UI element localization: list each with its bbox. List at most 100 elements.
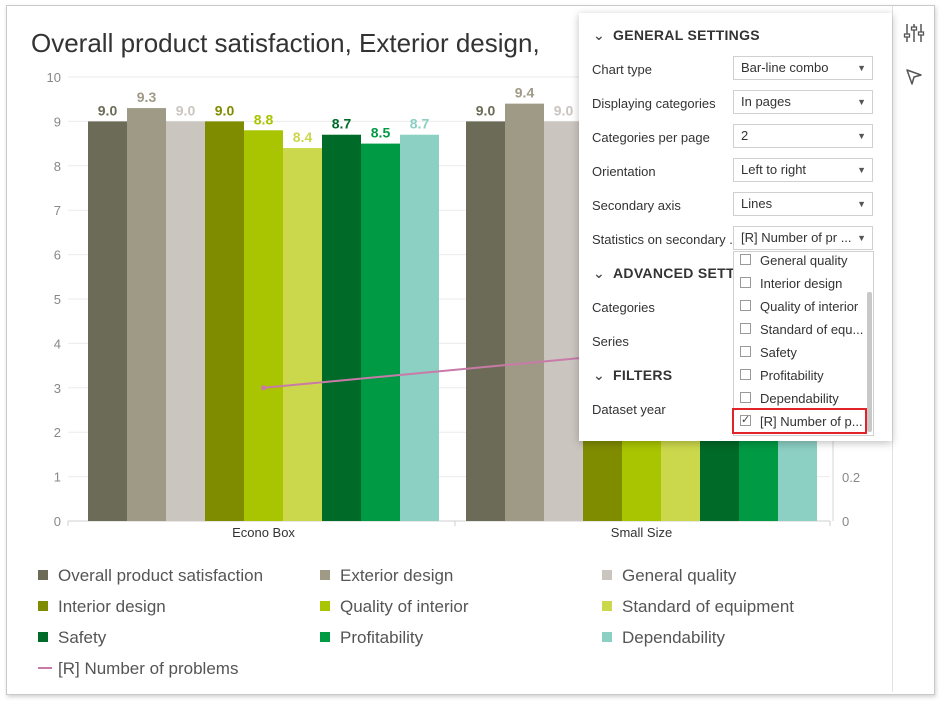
- legend-swatch: [320, 600, 330, 611]
- general-settings-header[interactable]: ⌄ GENERAL SETTINGS: [593, 27, 760, 43]
- dropdown-option-label: Safety: [760, 345, 797, 360]
- legend-item[interactable]: Exterior design: [320, 566, 453, 586]
- line-point: [261, 385, 266, 391]
- dropdown-option[interactable]: Profitability: [740, 366, 824, 386]
- dropdown-option[interactable]: Safety: [740, 343, 797, 363]
- chart-type-select[interactable]: Bar-line combo ▼: [733, 56, 873, 80]
- bar: [88, 121, 127, 522]
- legend-label: [R] Number of problems: [58, 659, 239, 678]
- categories-per-page-select[interactable]: 2 ▼: [733, 124, 873, 148]
- legend-label: Dependability: [622, 628, 726, 647]
- legend-item[interactable]: [R] Number of problems: [38, 659, 238, 679]
- dropdown-arrow-icon: ▼: [857, 199, 866, 209]
- dropdown-option[interactable]: Standard of equ...: [740, 320, 863, 340]
- bar: [361, 143, 400, 521]
- dropdown-option[interactable]: Quality of interior: [740, 297, 858, 317]
- categories-per-page-label: Categories per page: [592, 130, 710, 145]
- data-label: 9.0: [476, 102, 496, 118]
- legend-label: Profitability: [340, 628, 424, 647]
- dropdown-arrow-icon: ▼: [857, 97, 866, 107]
- filters-header[interactable]: ⌄ FILTERS: [593, 367, 673, 383]
- secondary-axis-select[interactable]: Lines ▼: [733, 192, 873, 216]
- bar: [400, 134, 439, 521]
- right-toolbar: [892, 6, 934, 692]
- data-label: 8.7: [332, 116, 352, 132]
- bar: [244, 130, 283, 521]
- sliders-icon[interactable]: [903, 22, 925, 44]
- dropdown-option-label: Quality of interior: [760, 299, 859, 314]
- legend-item[interactable]: Standard of equipment: [602, 597, 794, 617]
- legend-label: Standard of equipment: [622, 597, 795, 616]
- statistics-dropdown-list[interactable]: General quality Interior design Quality of…: [733, 251, 874, 436]
- checkbox-icon[interactable]: [740, 346, 751, 358]
- advanced-settings-header[interactable]: ⌄ ADVANCED SETTI: [593, 265, 740, 281]
- legend-item[interactable]: Quality of interior: [320, 597, 469, 617]
- legend-item[interactable]: General quality: [602, 566, 736, 586]
- data-label: 9.3: [137, 89, 157, 105]
- y-tick-label: 4: [54, 336, 61, 351]
- data-label: 8.5: [371, 125, 391, 141]
- dropdown-arrow-icon: ▼: [857, 131, 866, 141]
- displaying-categories-select[interactable]: In pages ▼: [733, 90, 873, 114]
- legend-label: Overall product satisfaction: [58, 566, 264, 585]
- dropdown-option[interactable]: ✓ [R] Number of p...: [740, 412, 863, 432]
- y-tick-label: 8: [54, 159, 61, 174]
- checkbox-icon[interactable]: [740, 369, 751, 381]
- checkbox-icon[interactable]: [740, 323, 751, 335]
- line-series: [263, 351, 642, 389]
- data-label: 8.7: [410, 116, 430, 132]
- legend-item[interactable]: Overall product satisfaction: [38, 566, 263, 586]
- x-tick-label: Small Size: [611, 525, 672, 540]
- bar: [283, 148, 322, 522]
- dropdown-arrow-icon: ▼: [857, 233, 866, 243]
- checkbox-icon[interactable]: [740, 300, 751, 312]
- legend-item[interactable]: Interior design: [38, 597, 166, 617]
- data-label: 9.0: [554, 102, 574, 118]
- checkbox-icon[interactable]: [740, 277, 751, 289]
- y-tick-label: 1: [54, 470, 61, 485]
- chevron-down-icon: ⌄: [593, 265, 606, 281]
- chart-title: Overall product satisfaction, Exterior d…: [31, 28, 540, 58]
- orientation-select[interactable]: Left to right ▼: [733, 158, 873, 182]
- legend-item[interactable]: Safety: [38, 628, 106, 648]
- legend-swatch: [38, 631, 48, 642]
- data-label: 9.0: [215, 102, 235, 118]
- dropdown-arrow-icon: ▼: [857, 165, 866, 175]
- checkbox-icon[interactable]: [740, 392, 751, 404]
- dropdown-option[interactable]: General quality: [740, 252, 847, 271]
- legend-label: Interior design: [58, 597, 166, 616]
- legend-swatch: [38, 569, 48, 580]
- checkbox-icon[interactable]: [740, 254, 751, 266]
- dataset-year-label: Dataset year: [592, 402, 666, 417]
- statistics-secondary-select[interactable]: [R] Number of pr ... ▼: [733, 226, 873, 250]
- x-tick-label: Econo Box: [232, 525, 295, 540]
- bar: [127, 108, 166, 521]
- dropdown-scrollbar[interactable]: [867, 292, 872, 432]
- chevron-down-icon: ⌄: [593, 367, 606, 383]
- y-tick-label: 9: [54, 114, 61, 129]
- y-tick-label: 10: [47, 70, 61, 85]
- series-label: Series: [592, 334, 629, 349]
- bar: [505, 103, 544, 521]
- legend-swatch: [602, 631, 612, 642]
- dropdown-option-label: Profitability: [760, 368, 824, 383]
- dropdown-arrow-icon: ▼: [857, 63, 866, 73]
- checkbox-checked-icon[interactable]: ✓: [740, 414, 751, 427]
- legend-swatch: [602, 600, 612, 611]
- bar: [544, 121, 583, 522]
- dropdown-option[interactable]: Interior design: [740, 274, 842, 294]
- y-tick-label: 3: [54, 381, 61, 396]
- data-label: 9.4: [515, 85, 535, 101]
- dropdown-option[interactable]: Dependability: [740, 389, 839, 409]
- legend-item[interactable]: Dependability: [602, 628, 725, 648]
- data-label: 9.0: [98, 102, 118, 118]
- displaying-categories-label: Displaying categories: [592, 96, 716, 111]
- legend-label: General quality: [622, 566, 737, 585]
- y-tick-label: 2: [54, 425, 61, 440]
- legend-label: Safety: [58, 628, 107, 647]
- dropdown-option-label: Standard of equ...: [760, 322, 864, 337]
- legend-swatch: [320, 569, 330, 580]
- pointer-icon[interactable]: [903, 66, 925, 88]
- legend-swatch: [320, 631, 330, 642]
- legend-item[interactable]: Profitability: [320, 628, 423, 648]
